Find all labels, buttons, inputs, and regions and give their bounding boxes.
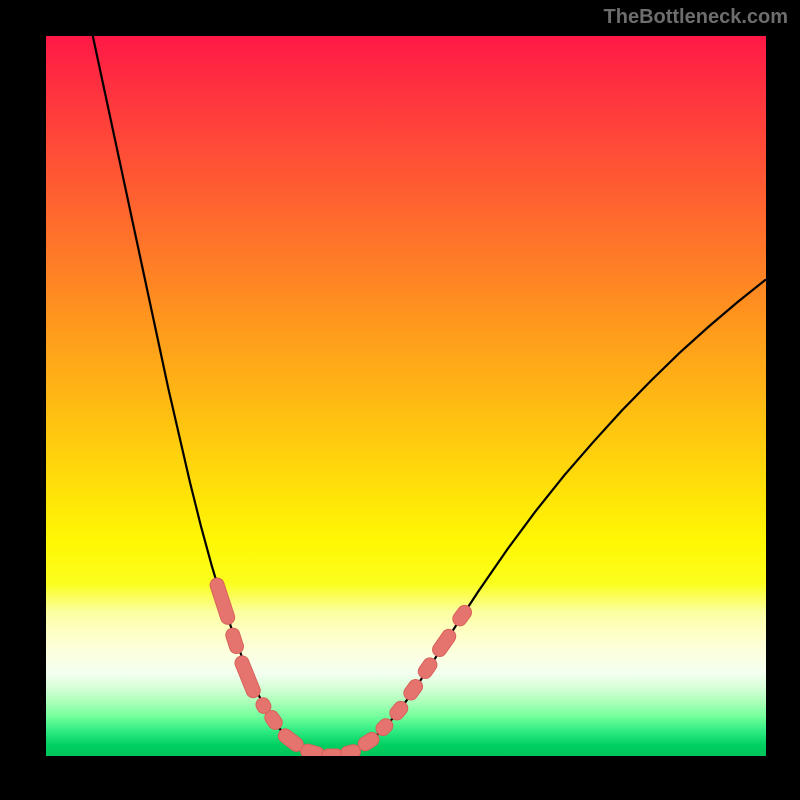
curve-marker [224, 626, 245, 655]
bottleneck-curve [93, 36, 766, 756]
curve-marker [416, 655, 440, 681]
curve-marker [208, 576, 236, 626]
curve-marker [233, 654, 262, 700]
curve-marker [387, 698, 411, 722]
markers-group [208, 576, 474, 756]
curve-layer [46, 36, 766, 756]
plot-area [46, 36, 766, 756]
curve-marker [401, 677, 425, 703]
curve-marker [430, 627, 459, 660]
chart-container: TheBottleneck.com [0, 0, 800, 800]
curve-marker [450, 603, 474, 629]
watermark-text: TheBottleneck.com [604, 6, 788, 29]
